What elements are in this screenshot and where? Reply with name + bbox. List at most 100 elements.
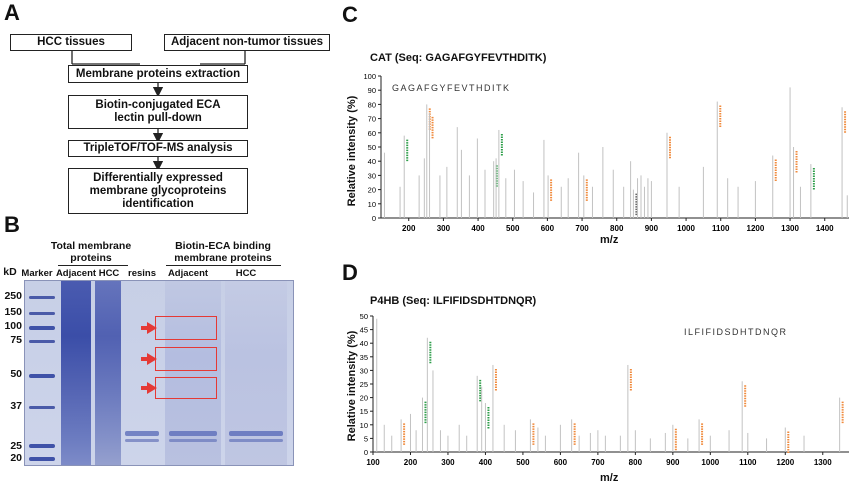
x-tick-label: 1300 <box>781 224 799 233</box>
x-tick-label: 1200 <box>747 224 765 233</box>
biotin-line1: Biotin-ECA binding <box>175 240 271 252</box>
x-tick-label: 800 <box>629 458 643 467</box>
y-tick-label: 100 <box>363 72 376 81</box>
total-line1: Total membrane <box>50 240 132 252</box>
marker-band <box>29 374 55 378</box>
adjacent-tissues-box: Adjacent non-tumor tissues <box>164 34 330 51</box>
chart-d-xlabel: m/z <box>600 472 619 484</box>
mw-100: 100 <box>4 320 22 332</box>
identification-line2: membrane glycoproteins <box>89 184 227 197</box>
adjacent-total-lane <box>61 281 91 465</box>
x-tick-label: 400 <box>479 458 493 467</box>
y-tick-label: 45 <box>360 326 368 335</box>
panel-d-label: D <box>342 260 358 285</box>
y-tick-label: 10 <box>368 200 376 209</box>
x-tick-label: 700 <box>591 458 605 467</box>
x-tick-label: 1100 <box>739 458 757 467</box>
marker-band <box>29 340 55 343</box>
x-tick-label: 1100 <box>712 224 730 233</box>
y-tick-label: 50 <box>360 312 368 321</box>
x-tick-label: 1400 <box>816 224 834 233</box>
chart-c-svg: 200 300 400 500 600 700 800 900 1000 1100 1200 1300… <box>363 72 849 233</box>
hcc2-lane-label: HCC <box>235 268 257 279</box>
x-tick-label: 700 <box>575 224 589 233</box>
x-tick-label: 500 <box>506 224 520 233</box>
y-tick-label: 40 <box>360 339 368 348</box>
x-tick-label: 900 <box>666 458 680 467</box>
adjacent-lane-label: Adjacent <box>55 268 97 279</box>
x-tick-label: 300 <box>437 224 451 233</box>
chart-d-sequence: ILFIFIDSDHTDNQR <box>684 327 788 337</box>
sds-page-gel <box>24 280 294 466</box>
hcc-lane-label: HCC <box>98 268 120 279</box>
hcc-total-lane <box>95 281 121 465</box>
mw-25: 25 <box>10 440 22 452</box>
panel-a-label: A <box>4 0 20 25</box>
resin-band <box>125 439 159 442</box>
biotin-band <box>229 439 283 442</box>
y-tick-label: 0 <box>372 214 376 223</box>
x-tick-label: 600 <box>554 458 568 467</box>
mw-75: 75 <box>10 334 22 346</box>
highlight-box-middle <box>155 347 217 371</box>
chart-c-sequence: GAGAFGYFEVTHDITK <box>392 83 511 93</box>
y-tick-label: 5 <box>364 434 368 443</box>
pulldown-box: Biotin-conjugated ECA lectin pull-down <box>68 95 248 129</box>
biotin-band <box>169 431 217 436</box>
biotin-header: Biotin-ECA binding membrane proteins <box>158 240 288 264</box>
y-tick-label: 10 <box>360 421 368 430</box>
chart-c-title: CAT (Seq: GAGAFGYFEVTHDITK) <box>370 52 547 64</box>
panel-c-label: C <box>342 2 358 27</box>
extraction-box: Membrane proteins extraction <box>68 65 248 83</box>
y-tick-label: 90 <box>368 86 376 95</box>
ms-analysis-box: TripleTOF/TOF-MS analysis <box>68 140 248 157</box>
highlight-box-bottom <box>155 377 217 399</box>
y-tick-label: 50 <box>368 143 376 152</box>
x-tick-label: 200 <box>404 458 418 467</box>
total-line2: proteins <box>70 252 112 264</box>
x-tick-label: 100 <box>366 458 380 467</box>
total-underline <box>58 265 128 266</box>
biotin-band <box>169 439 217 442</box>
y-tick-label: 20 <box>368 186 376 195</box>
mw-250: 250 <box>4 290 22 302</box>
y-tick-label: 15 <box>360 407 368 416</box>
x-tick-label: 400 <box>471 224 485 233</box>
identification-box: Differentially expressed membrane glycop… <box>68 168 248 214</box>
marker-band <box>29 312 55 315</box>
y-tick-label: 70 <box>368 115 376 124</box>
flowchart-arrows <box>71 50 246 172</box>
marker-band <box>29 326 55 330</box>
x-tick-label: 200 <box>402 224 416 233</box>
identification-line1: Differentially expressed <box>93 171 223 184</box>
resin-band <box>125 431 159 436</box>
marker-band <box>29 406 55 409</box>
y-tick-label: 35 <box>360 353 368 362</box>
y-tick-label: 80 <box>368 100 376 109</box>
marker-lane <box>29 281 55 465</box>
biotin-band <box>229 431 283 436</box>
biotin-underline <box>166 265 281 266</box>
panel-b-label: B <box>4 212 20 237</box>
x-tick-label: 900 <box>645 224 659 233</box>
marker-band <box>29 457 55 461</box>
arrow-bottom-icon <box>141 382 157 394</box>
x-tick-label: 1300 <box>814 458 832 467</box>
resins-lane-label: resins <box>128 268 156 279</box>
x-tick-label: 1200 <box>776 458 794 467</box>
chart-d-svg: 100 200 300 400 500 600 700 800 900 1000 1100 1200 1… <box>360 312 849 467</box>
biotin-hcc-lane <box>225 281 287 465</box>
biotin-line2: membrane proteins <box>174 252 272 264</box>
x-tick-label: 600 <box>541 224 555 233</box>
adjacent2-lane-label: Adjacent <box>167 268 209 279</box>
marker-band <box>29 444 55 448</box>
y-tick-label: 30 <box>368 171 376 180</box>
x-tick-label: 1000 <box>701 458 719 467</box>
pulldown-line2: lectin pull-down <box>114 112 202 124</box>
pulldown-line1: Biotin-conjugated ECA <box>95 99 221 111</box>
y-tick-label: 60 <box>368 129 376 138</box>
x-tick-label: 800 <box>610 224 624 233</box>
hcc-tissues-box: HCC tissues <box>10 34 132 51</box>
total-membrane-header: Total membrane proteins <box>36 240 146 264</box>
highlight-box-top <box>155 316 217 340</box>
